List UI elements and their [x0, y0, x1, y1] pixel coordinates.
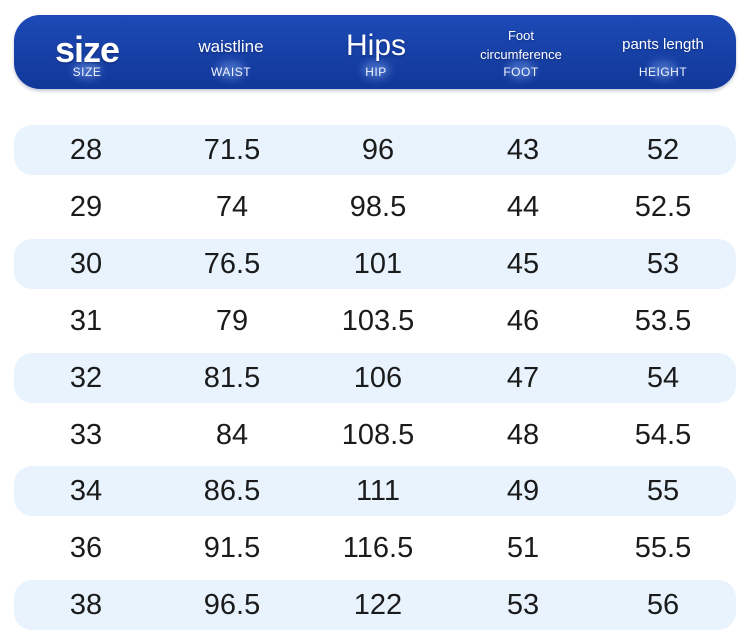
cell-foot: 43 [506, 134, 540, 166]
cell-foot: 47 [506, 362, 540, 394]
cell-length: 54.5 [634, 419, 692, 451]
header-size-sub: SIZE [72, 65, 102, 79]
table-row: 38 96.5 122 53 56 [14, 580, 736, 630]
cell-waist: 76.5 [203, 248, 261, 280]
header-glow [507, 61, 535, 79]
cell-size: 29 [69, 191, 103, 223]
cell-hip: 96 [361, 134, 395, 166]
table-row: 28 71.5 96 43 52 [14, 125, 736, 175]
table-row: 32 81.5 106 47 54 [14, 353, 736, 403]
cell-hip: 106 [353, 362, 403, 394]
table-row: 29 74 98.5 44 52.5 [14, 182, 736, 232]
cell-length: 56 [646, 589, 680, 621]
header-foot-label-line2: circumference [480, 47, 562, 62]
size-chart-header: size SIZE waistline WAIST Hips HIP Foot … [14, 15, 736, 89]
cell-length: 55 [646, 475, 680, 507]
cell-size: 30 [69, 248, 103, 280]
table-row: 30 76.5 101 45 53 [14, 239, 736, 289]
header-length-sub: HEIGHT [638, 65, 688, 79]
header-glow [73, 61, 101, 79]
cell-waist: 74 [215, 191, 249, 223]
cell-length: 53.5 [634, 305, 692, 337]
cell-hip: 101 [353, 248, 403, 280]
header-waist-label: waistline [198, 37, 264, 56]
cell-waist: 79 [215, 305, 249, 337]
cell-foot: 49 [506, 475, 540, 507]
cell-length: 55.5 [634, 532, 692, 564]
table-row: 34 86.5 111 49 55 [14, 466, 736, 516]
header-length: pants length HEIGHT [583, 15, 743, 89]
header-hip-label: Hips [345, 29, 406, 62]
cell-size: 28 [69, 134, 103, 166]
header-waist: waistline WAIST [151, 15, 311, 89]
header-waist-sub: WAIST [210, 65, 252, 79]
header-foot-label-line1: Foot [507, 28, 534, 43]
cell-size: 31 [69, 305, 103, 337]
cell-waist: 86.5 [203, 475, 261, 507]
header-foot-sub: FOOT [503, 65, 539, 79]
cell-hip: 116.5 [342, 532, 414, 564]
table-row: 36 91.5 116.5 51 55.5 [14, 523, 736, 573]
cell-length: 52 [646, 134, 680, 166]
cell-waist: 81.5 [203, 362, 261, 394]
cell-hip: 111 [355, 475, 401, 507]
cell-foot: 44 [506, 191, 540, 223]
cell-foot: 46 [506, 305, 540, 337]
cell-waist: 84 [215, 419, 249, 451]
header-length-label: pants length [622, 36, 704, 53]
header-size-label: size [54, 29, 120, 70]
cell-foot: 45 [506, 248, 540, 280]
table-row: 33 84 108.5 48 54.5 [14, 410, 736, 460]
cell-hip: 122 [353, 589, 403, 621]
cell-waist: 96.5 [203, 589, 261, 621]
cell-hip: 103.5 [341, 305, 415, 337]
cell-foot: 51 [506, 532, 540, 564]
cell-waist: 71.5 [203, 134, 261, 166]
table-row: 31 79 103.5 46 53.5 [14, 296, 736, 346]
cell-size: 36 [69, 532, 103, 564]
header-hip: Hips HIP [296, 15, 456, 89]
cell-foot: 48 [506, 419, 540, 451]
cell-hip: 108.5 [341, 419, 415, 451]
cell-length: 53 [646, 248, 680, 280]
cell-size: 33 [69, 419, 103, 451]
header-glow [649, 61, 677, 79]
cell-size: 32 [69, 362, 103, 394]
cell-size: 34 [69, 475, 103, 507]
cell-waist: 91.5 [203, 532, 261, 564]
cell-length: 52.5 [634, 191, 692, 223]
header-glow [362, 61, 390, 79]
cell-length: 54 [646, 362, 680, 394]
cell-foot: 53 [506, 589, 540, 621]
header-glow [217, 61, 245, 79]
header-hip-sub: HIP [365, 65, 387, 79]
cell-size: 38 [69, 589, 103, 621]
header-foot: Foot circumference FOOT [441, 15, 601, 89]
header-size: size SIZE [7, 15, 167, 89]
cell-hip: 98.5 [349, 191, 407, 223]
